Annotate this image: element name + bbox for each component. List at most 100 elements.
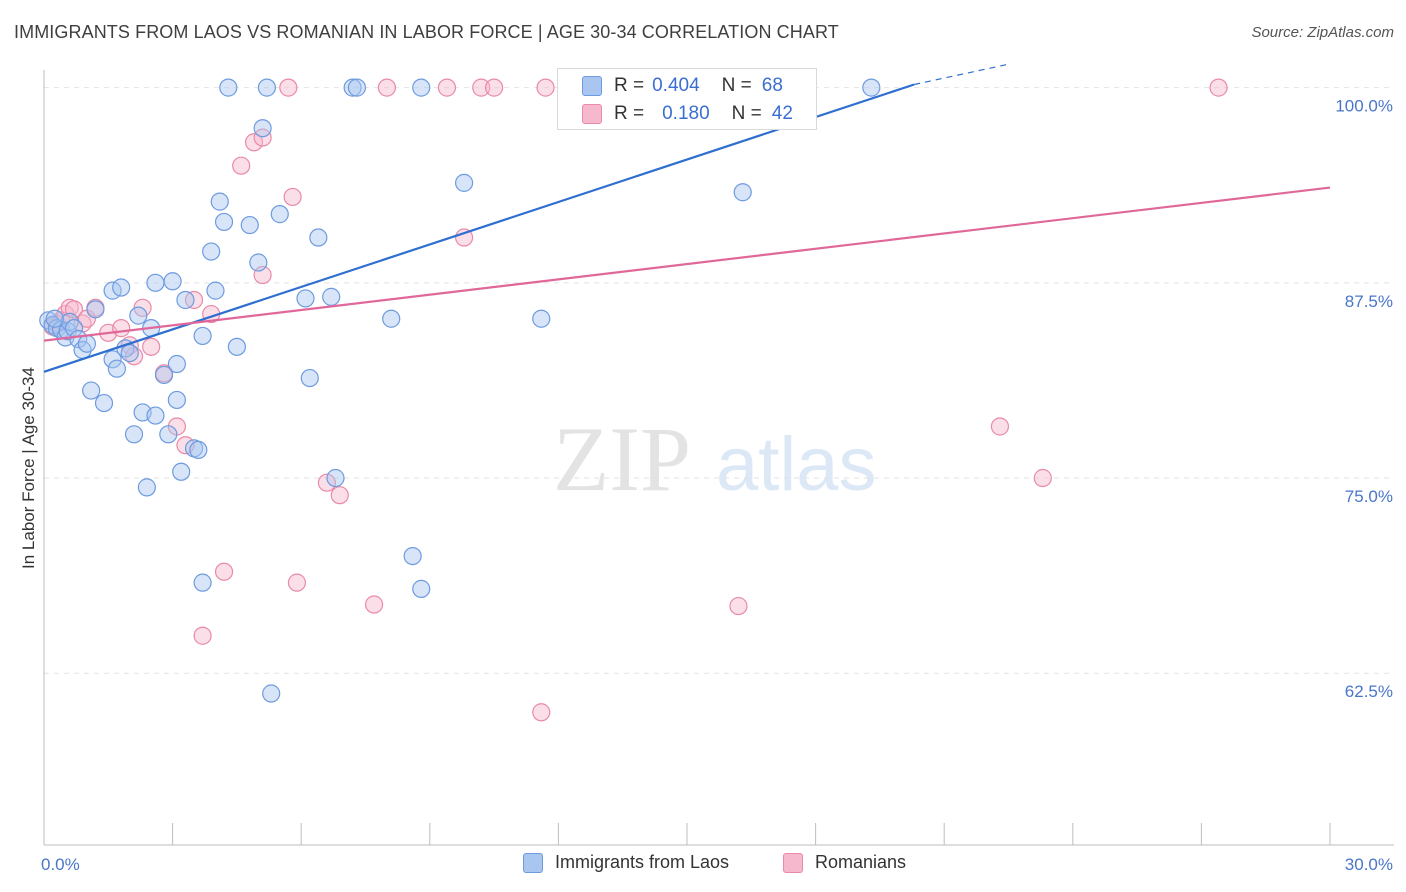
legend-r-value: 0.180 <box>662 103 710 124</box>
legend-row-laos: R = 0.404 N = 68 <box>582 73 783 99</box>
legend-r-value: 0.404 <box>652 75 700 96</box>
y-tick-label: 87.5% <box>1345 292 1393 311</box>
data-point <box>193 326 212 346</box>
data-point <box>317 473 337 492</box>
axis-labels: 62.5% 75.0% 87.5% 100.0% 0.0% 30.0% In Labor F… <box>19 97 1393 874</box>
data-point <box>270 205 289 224</box>
data-point <box>214 212 234 232</box>
watermark: ZIP atlas <box>553 408 877 510</box>
data-point <box>227 337 246 356</box>
legend-label-laos: Immigrants from Laos <box>555 852 730 872</box>
data-point <box>283 187 302 207</box>
data-point <box>69 329 88 349</box>
data-point <box>86 300 105 319</box>
data-point <box>364 595 384 614</box>
data-point <box>172 462 191 481</box>
data-point <box>536 78 555 97</box>
data-point <box>532 703 551 722</box>
data-point <box>300 368 319 388</box>
data-point <box>219 78 238 97</box>
data-point <box>437 78 457 97</box>
data-point <box>472 78 491 97</box>
data-points <box>39 78 1228 722</box>
data-point <box>82 381 101 400</box>
data-point <box>142 337 161 356</box>
data-point <box>322 287 341 306</box>
data-point <box>120 343 139 363</box>
data-point <box>287 573 307 592</box>
legend-swatch-laos <box>523 852 543 873</box>
legend-swatch-romanians <box>783 852 803 873</box>
data-point <box>485 78 504 97</box>
legend-n-value: 42 <box>771 103 793 124</box>
data-point <box>107 359 126 378</box>
data-point <box>412 78 431 97</box>
legend-swatch-romanians <box>582 104 602 124</box>
legend-item-laos[interactable]: Immigrants from Laos <box>523 852 729 873</box>
data-point <box>129 306 148 325</box>
data-point <box>163 272 182 291</box>
data-point <box>733 183 752 202</box>
data-point <box>146 406 165 425</box>
data-point <box>454 228 474 247</box>
data-point <box>167 354 186 374</box>
chart-source: Source: ZipAtlas.com <box>1251 24 1394 41</box>
data-point <box>159 425 178 444</box>
data-point <box>137 478 156 497</box>
watermark-zip: ZIP <box>553 408 691 510</box>
series-legend: Immigrants from Laos Romanians <box>0 852 1406 878</box>
legend-swatch-laos <box>582 76 602 96</box>
data-point <box>202 242 221 261</box>
y-axis-label: In Labor Force | Age 30-34 <box>19 367 38 569</box>
data-point <box>330 486 349 505</box>
correlation-legend: R = 0.404 N = 68 R = 0.180 N = 42 <box>557 68 817 130</box>
legend-item-romanians[interactable]: Romanians <box>783 852 906 873</box>
data-point <box>326 468 345 488</box>
data-point <box>232 156 251 175</box>
data-point <box>146 273 165 292</box>
data-point <box>1209 78 1228 97</box>
legend-n-value: 68 <box>761 75 783 96</box>
data-point <box>532 309 551 328</box>
data-point <box>296 289 315 308</box>
data-point <box>253 128 272 147</box>
data-point <box>412 579 431 598</box>
trend-lines <box>43 63 1331 373</box>
data-point <box>206 281 225 300</box>
y-tick-label: 75.0% <box>1345 487 1393 506</box>
y-tick-label: 100.0% <box>1335 97 1393 116</box>
y-tick-label: 62.5% <box>1345 682 1393 701</box>
data-point <box>382 309 401 328</box>
data-point <box>309 228 328 247</box>
data-point <box>193 626 212 645</box>
legend-n-label: N = <box>731 103 762 124</box>
axes <box>43 70 1394 846</box>
data-point <box>112 319 131 338</box>
data-point <box>45 309 64 328</box>
data-point <box>1033 468 1052 488</box>
data-point <box>214 562 234 581</box>
legend-label-romanians: Romanians <box>815 852 907 872</box>
chart-title: IMMIGRANTS FROM LAOS VS ROMANIAN IN LABO… <box>14 22 839 42</box>
data-point <box>193 573 212 592</box>
data-point <box>210 192 229 211</box>
legend-row-romanians: R = 0.180 N = 42 <box>582 101 793 127</box>
data-point <box>249 253 268 272</box>
data-point <box>403 547 422 566</box>
data-point <box>103 350 122 369</box>
data-point <box>347 78 367 97</box>
data-point <box>729 596 748 616</box>
data-point <box>154 365 174 385</box>
data-point <box>454 173 474 192</box>
data-point <box>124 425 144 444</box>
legend-r-label: R = <box>614 103 645 124</box>
data-point <box>279 78 298 97</box>
legend-n-label: N = <box>721 75 752 96</box>
trend-line-romanians <box>43 186 1331 342</box>
data-point <box>244 133 264 152</box>
data-point <box>189 440 208 460</box>
data-point <box>94 393 114 413</box>
data-point <box>176 290 195 310</box>
data-point <box>167 390 186 410</box>
trend-line-laos-extension <box>914 63 1009 86</box>
